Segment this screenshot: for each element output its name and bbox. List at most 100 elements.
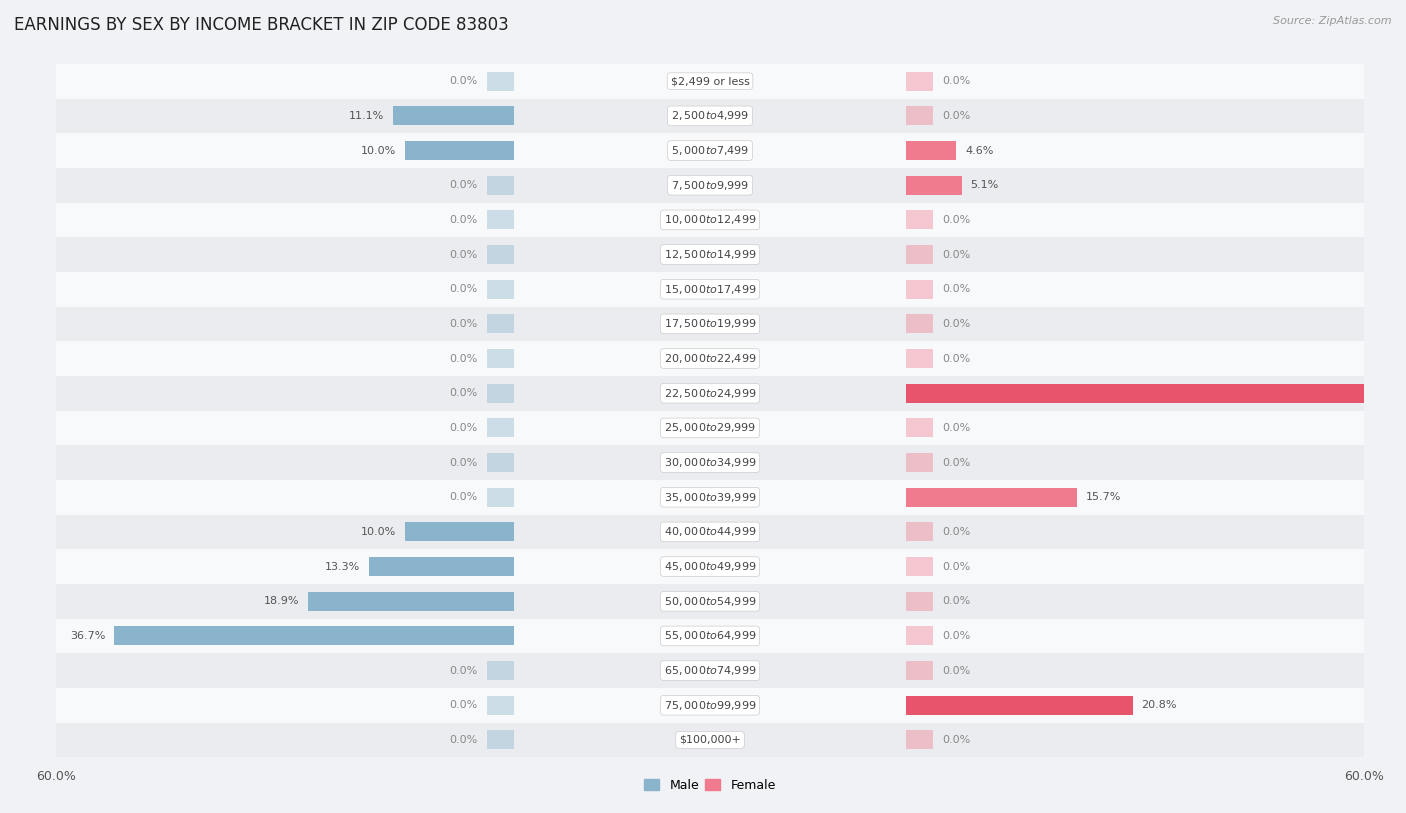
Bar xyxy=(56,376,1364,411)
Bar xyxy=(56,411,1364,446)
Bar xyxy=(56,98,1364,133)
Bar xyxy=(56,723,1364,757)
Bar xyxy=(56,133,1364,167)
Bar xyxy=(905,315,934,333)
Bar xyxy=(486,696,515,715)
Bar xyxy=(905,523,934,541)
Text: 4.6%: 4.6% xyxy=(965,146,994,155)
Bar xyxy=(905,349,934,368)
Text: 13.3%: 13.3% xyxy=(325,562,360,572)
Text: 0.0%: 0.0% xyxy=(942,562,970,572)
Text: $10,000 to $12,499: $10,000 to $12,499 xyxy=(664,213,756,226)
Text: 0.0%: 0.0% xyxy=(942,666,970,676)
Text: 15.7%: 15.7% xyxy=(1085,492,1122,502)
Text: 0.0%: 0.0% xyxy=(450,735,478,745)
Text: 0.0%: 0.0% xyxy=(942,285,970,294)
Bar xyxy=(56,307,1364,341)
Text: 0.0%: 0.0% xyxy=(450,492,478,502)
Text: Source: ZipAtlas.com: Source: ZipAtlas.com xyxy=(1274,16,1392,26)
Text: $25,000 to $29,999: $25,000 to $29,999 xyxy=(664,421,756,434)
Bar xyxy=(405,141,515,160)
Bar xyxy=(905,384,1406,402)
Text: 0.0%: 0.0% xyxy=(450,666,478,676)
Text: 36.7%: 36.7% xyxy=(70,631,105,641)
Text: 0.0%: 0.0% xyxy=(942,76,970,86)
Bar xyxy=(486,349,515,368)
Text: 0.0%: 0.0% xyxy=(942,250,970,259)
Text: $20,000 to $22,499: $20,000 to $22,499 xyxy=(664,352,756,365)
Bar xyxy=(486,72,515,91)
Bar xyxy=(308,592,515,611)
Text: 0.0%: 0.0% xyxy=(942,596,970,606)
Bar xyxy=(56,550,1364,584)
Bar xyxy=(114,626,515,646)
Text: 0.0%: 0.0% xyxy=(450,354,478,363)
Bar xyxy=(56,341,1364,376)
Text: $12,500 to $14,999: $12,500 to $14,999 xyxy=(664,248,756,261)
Bar xyxy=(905,592,934,611)
Text: $50,000 to $54,999: $50,000 to $54,999 xyxy=(664,595,756,608)
Text: 0.0%: 0.0% xyxy=(942,458,970,467)
Text: 0.0%: 0.0% xyxy=(942,354,970,363)
Bar xyxy=(56,515,1364,550)
Text: 0.0%: 0.0% xyxy=(450,215,478,225)
Text: 0.0%: 0.0% xyxy=(942,631,970,641)
Bar xyxy=(905,453,934,472)
Text: $22,500 to $24,999: $22,500 to $24,999 xyxy=(664,387,756,400)
Bar xyxy=(905,419,934,437)
Text: 0.0%: 0.0% xyxy=(450,76,478,86)
Text: 0.0%: 0.0% xyxy=(450,285,478,294)
Bar xyxy=(905,211,934,229)
Bar xyxy=(905,141,956,160)
Bar xyxy=(405,523,515,541)
Text: $55,000 to $64,999: $55,000 to $64,999 xyxy=(664,629,756,642)
Text: $7,500 to $9,999: $7,500 to $9,999 xyxy=(671,179,749,192)
Text: 18.9%: 18.9% xyxy=(264,596,299,606)
Bar xyxy=(486,384,515,402)
Bar xyxy=(486,488,515,506)
Text: 0.0%: 0.0% xyxy=(942,319,970,329)
Bar xyxy=(905,488,1077,506)
Bar xyxy=(905,557,934,576)
Bar xyxy=(486,280,515,298)
Text: $65,000 to $74,999: $65,000 to $74,999 xyxy=(664,664,756,677)
Text: EARNINGS BY SEX BY INCOME BRACKET IN ZIP CODE 83803: EARNINGS BY SEX BY INCOME BRACKET IN ZIP… xyxy=(14,16,509,34)
Text: 11.1%: 11.1% xyxy=(349,111,384,121)
Bar xyxy=(486,176,515,195)
Bar xyxy=(486,419,515,437)
Bar xyxy=(56,64,1364,98)
Text: $17,500 to $19,999: $17,500 to $19,999 xyxy=(664,317,756,330)
Text: $2,500 to $4,999: $2,500 to $4,999 xyxy=(671,110,749,122)
Text: 0.0%: 0.0% xyxy=(450,458,478,467)
Bar xyxy=(905,72,934,91)
Text: 0.0%: 0.0% xyxy=(450,319,478,329)
Bar xyxy=(56,688,1364,723)
Bar xyxy=(486,211,515,229)
Legend: Male, Female: Male, Female xyxy=(640,774,780,797)
Text: 0.0%: 0.0% xyxy=(942,423,970,433)
Text: 0.0%: 0.0% xyxy=(942,735,970,745)
Bar xyxy=(486,661,515,680)
Bar xyxy=(368,557,515,576)
Text: 0.0%: 0.0% xyxy=(450,389,478,398)
Text: $45,000 to $49,999: $45,000 to $49,999 xyxy=(664,560,756,573)
Text: 20.8%: 20.8% xyxy=(1142,700,1177,711)
Text: 0.0%: 0.0% xyxy=(942,111,970,121)
Bar xyxy=(56,202,1364,237)
Text: 0.0%: 0.0% xyxy=(942,527,970,537)
Bar xyxy=(56,480,1364,515)
Bar xyxy=(905,730,934,750)
Bar xyxy=(486,730,515,750)
Bar xyxy=(486,453,515,472)
Bar xyxy=(56,584,1364,619)
Bar xyxy=(905,696,1133,715)
Text: 0.0%: 0.0% xyxy=(450,250,478,259)
Bar xyxy=(56,167,1364,202)
Bar xyxy=(905,107,934,125)
Text: $35,000 to $39,999: $35,000 to $39,999 xyxy=(664,491,756,504)
Bar xyxy=(905,280,934,298)
Text: $2,499 or less: $2,499 or less xyxy=(671,76,749,86)
Bar xyxy=(56,272,1364,307)
Text: 0.0%: 0.0% xyxy=(450,180,478,190)
Bar xyxy=(905,176,962,195)
